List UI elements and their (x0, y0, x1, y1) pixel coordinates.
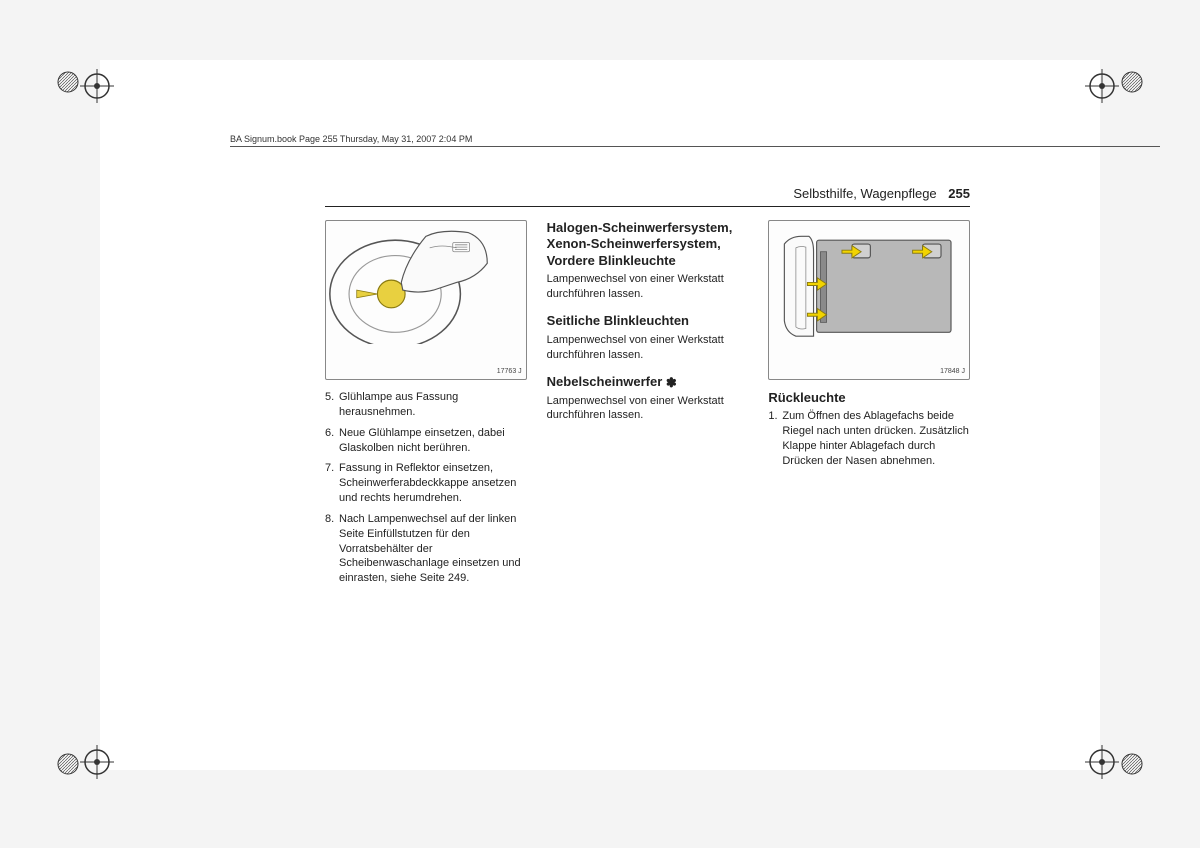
page-number: 255 (948, 186, 970, 201)
bulb-illustration-icon (326, 221, 526, 344)
text-side-indicators: Lampenwechsel von einer Werkstatt durchf… (547, 333, 749, 363)
column-1: 17763 J 5.Glühlampe aus Fassung herausne… (325, 220, 527, 710)
snowflake-icon: ✽ (666, 375, 677, 390)
list-item: 5.Glühlampe aus Fassung herausnehmen. (325, 390, 527, 420)
list-item: 8.Nach Lampenwechsel auf der linken Seit… (325, 512, 527, 586)
content-columns: 17763 J 5.Glühlampe aus Fassung herausne… (325, 220, 970, 710)
list-item: 6.Neue Glühlampe einsetzen, dabei Glasko… (325, 426, 527, 456)
figure-rear-light: 17848 J (768, 220, 970, 380)
list-item: 1.Zum Öffnen des Ablagefachs beide Riege… (768, 409, 970, 468)
crop-mark-icon (80, 745, 114, 779)
column-3: 17848 J Rückleuchte 1.Zum Öffnen des Abl… (768, 220, 970, 710)
registration-mark-icon (1120, 752, 1144, 776)
crop-mark-icon (80, 69, 114, 103)
header-rule (325, 206, 970, 207)
section-title: Selbsthilfe, Wagenpflege (793, 186, 936, 201)
heading-side-indicators: Seitliche Blinkleuchten (547, 313, 749, 329)
figure-number: 17763 J (497, 367, 522, 376)
page-header: Selbsthilfe, Wagenpflege 255 (793, 186, 970, 201)
print-meta: BA Signum.book Page 255 Thursday, May 31… (230, 134, 472, 144)
registration-mark-icon (56, 752, 80, 776)
figure-number: 17848 J (940, 367, 965, 376)
column-2: Halogen-Scheinwerfersystem, Xenon-Schein… (547, 220, 749, 710)
step-list-3: 1.Zum Öffnen des Ablagefachs beide Riege… (768, 409, 970, 468)
registration-mark-icon (56, 70, 80, 94)
manual-page: BA Signum.book Page 255 Thursday, May 31… (100, 60, 1100, 770)
heading-rearlight: Rückleuchte (768, 390, 970, 406)
heading-fog-lights: Nebelscheinwerfer ✽ (547, 374, 749, 390)
step-list-1: 5.Glühlampe aus Fassung herausnehmen. 6.… (325, 390, 527, 586)
rear-light-illustration-icon (769, 221, 969, 344)
heading-halogen: Halogen-Scheinwerfersystem, Xenon-Schein… (547, 220, 749, 269)
list-item: 7.Fassung in Reflektor einsetzen, Schein… (325, 461, 527, 506)
text-fog-lights: Lampenwechsel von einer Werkstatt durchf… (547, 394, 749, 424)
crop-mark-icon (1085, 745, 1119, 779)
crop-mark-icon (1085, 69, 1119, 103)
header-line (230, 146, 1160, 147)
registration-mark-icon (1120, 70, 1144, 94)
figure-bulb-removal: 17763 J (325, 220, 527, 380)
text-halogen: Lampenwechsel von einer Werkstatt durchf… (547, 272, 749, 302)
